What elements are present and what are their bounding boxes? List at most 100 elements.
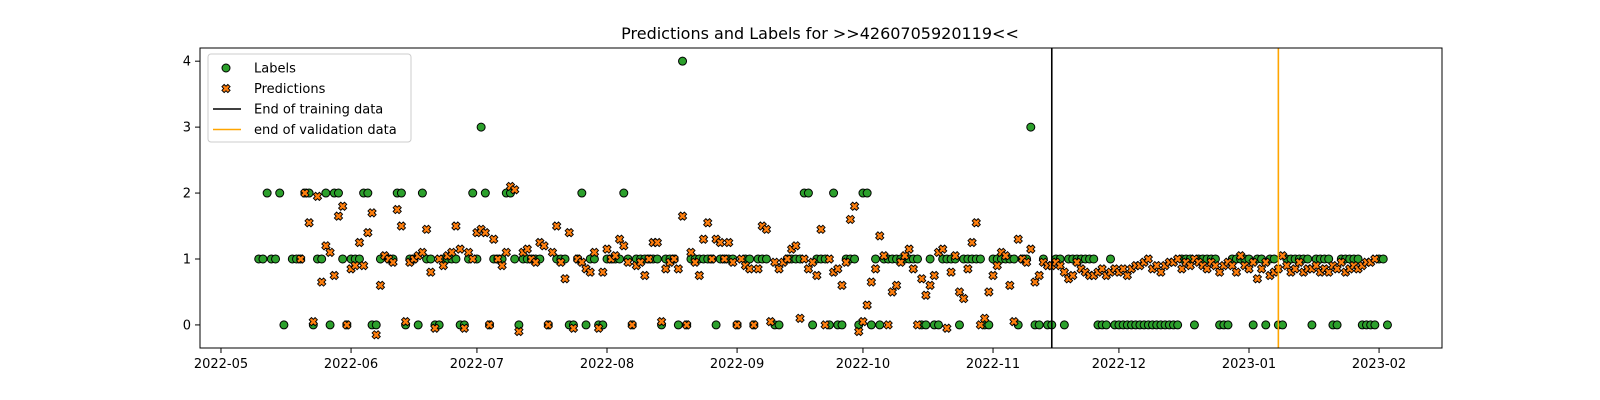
x-marker-shape	[1244, 264, 1254, 274]
label-point	[417, 188, 427, 198]
label-point	[1332, 320, 1342, 330]
label-point	[510, 254, 520, 264]
prediction-point	[883, 320, 893, 330]
prediction-point	[929, 270, 940, 281]
prediction-point	[342, 320, 352, 330]
legend-box	[207, 53, 412, 143]
x-marker-shape	[807, 257, 818, 268]
x-marker-shape	[421, 224, 432, 235]
prediction-point	[497, 260, 507, 271]
x-marker-shape	[652, 237, 663, 248]
prediction-point	[870, 264, 881, 274]
label-point	[913, 254, 923, 264]
legend-label: End of training data	[254, 103, 383, 118]
x-marker-shape	[963, 264, 973, 274]
prediction-point	[975, 320, 986, 330]
x-tick-label: 2022-11	[966, 357, 1020, 372]
x-marker-shape	[539, 241, 549, 251]
prediction-point	[451, 221, 461, 231]
prediction-point	[1290, 264, 1300, 274]
prediction-point	[849, 201, 860, 211]
prediction-point	[312, 191, 323, 202]
x-marker-shape	[480, 227, 491, 238]
prediction-point	[354, 237, 365, 248]
x-marker-shape	[1261, 257, 1271, 268]
x-tick-label: 2022-06	[324, 357, 378, 372]
x-marker-shape	[681, 320, 692, 330]
x-marker-shape	[971, 217, 981, 228]
x-marker-shape	[308, 316, 319, 327]
prediction-point	[967, 237, 977, 248]
label-point	[1382, 320, 1392, 330]
prediction-point	[1244, 264, 1254, 274]
x-marker-shape	[694, 270, 705, 281]
label-point	[1248, 320, 1258, 330]
prediction-point	[488, 234, 499, 244]
label-point	[619, 188, 629, 198]
label-point	[673, 320, 683, 330]
label-point	[1034, 320, 1044, 330]
prediction-point	[1059, 267, 1070, 277]
prediction-point	[1009, 316, 1019, 327]
x-marker-shape	[627, 320, 637, 330]
prediction-point	[845, 214, 856, 225]
x-marker-shape	[1323, 267, 1334, 277]
prediction-point	[1210, 260, 1221, 271]
label-point	[925, 254, 935, 264]
prediction-point	[371, 330, 381, 340]
x-marker-shape	[795, 313, 805, 324]
prediction-point	[1231, 267, 1242, 277]
prediction-point	[979, 313, 990, 324]
prediction-point	[434, 254, 444, 264]
prediction-point	[954, 287, 965, 297]
prediction-point	[337, 201, 348, 211]
x-marker-shape	[350, 260, 360, 271]
prediction-point	[1000, 250, 1011, 261]
prediction-point	[803, 264, 814, 274]
x-marker-shape	[895, 257, 906, 268]
prediction-point	[564, 227, 574, 238]
prediction-point	[627, 320, 637, 330]
prediction-point	[1323, 267, 1334, 277]
prediction-point	[543, 320, 554, 330]
prediction-point	[820, 320, 830, 330]
prediction-point	[900, 250, 910, 261]
x-marker-shape	[300, 188, 310, 198]
prediction-point	[551, 221, 562, 231]
label-point	[354, 254, 364, 264]
x-marker-shape	[1370, 254, 1380, 264]
prediction-point	[325, 247, 335, 258]
x-marker-shape	[547, 247, 558, 258]
x-marker-shape	[564, 227, 574, 238]
x-marker-shape	[984, 287, 994, 297]
prediction-point	[958, 293, 969, 304]
label-point	[480, 188, 490, 198]
prediction-point	[585, 267, 595, 277]
x-marker-shape	[954, 287, 965, 297]
prediction-point	[1282, 260, 1292, 271]
x-marker-shape	[358, 260, 369, 271]
x-marker-shape	[342, 320, 352, 330]
prediction-point	[493, 254, 503, 264]
x-marker-shape	[388, 257, 398, 268]
x-marker-shape	[656, 316, 667, 327]
prediction-point	[640, 270, 650, 281]
x-marker-shape	[1156, 267, 1166, 277]
x-tick-label: 2023-02	[1352, 357, 1406, 372]
x-marker-shape	[749, 320, 759, 330]
prediction-point	[568, 323, 579, 333]
label-point	[1261, 320, 1271, 330]
label-point	[1173, 320, 1183, 330]
prediction-point	[417, 247, 428, 258]
prediction-point	[891, 280, 902, 291]
label-point	[476, 122, 486, 132]
label-point	[652, 254, 662, 264]
label-point	[984, 320, 994, 330]
x-marker-shape	[321, 241, 331, 251]
x-tick-label: 2022-10	[836, 357, 890, 372]
prediction-point	[937, 244, 948, 254]
prediction-point	[1332, 264, 1342, 274]
label-point	[325, 320, 335, 330]
x-marker-shape	[875, 231, 885, 241]
prediction-point	[879, 250, 889, 261]
